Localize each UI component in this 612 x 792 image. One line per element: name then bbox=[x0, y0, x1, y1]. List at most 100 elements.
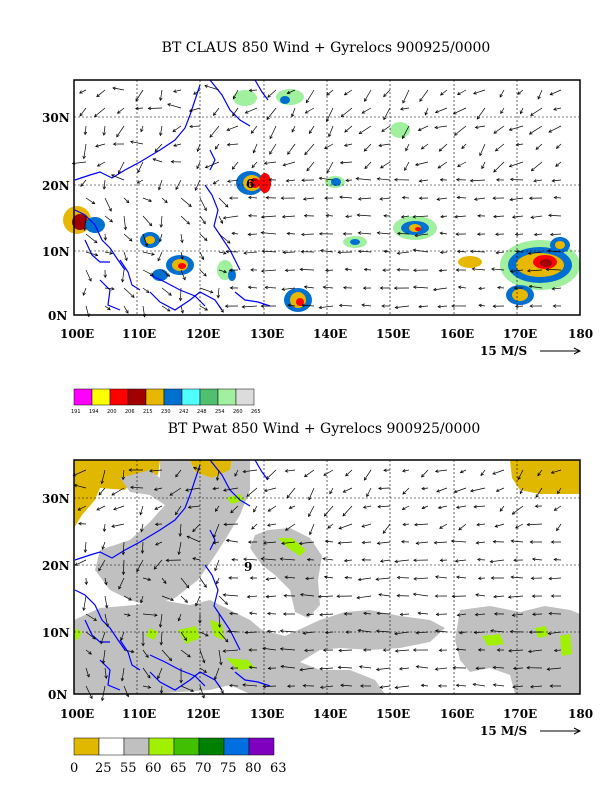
wind-vector-head bbox=[509, 197, 513, 202]
wind-vector bbox=[472, 268, 486, 271]
wind-vector bbox=[549, 577, 562, 580]
wind-vector-head bbox=[492, 196, 496, 200]
wind-vector-head bbox=[356, 213, 361, 217]
wind-vector-head bbox=[412, 215, 416, 219]
wind-vector bbox=[547, 667, 562, 670]
wind-vector-head bbox=[228, 683, 233, 688]
wind-vector bbox=[218, 215, 223, 224]
wind-vector bbox=[490, 559, 505, 563]
wind-vector bbox=[401, 215, 410, 218]
wind-vector-head bbox=[82, 155, 86, 160]
wind-vector bbox=[218, 631, 229, 643]
wind-vector-head bbox=[450, 539, 455, 543]
wind-vector bbox=[361, 107, 372, 114]
wind-vector bbox=[104, 595, 108, 608]
colorbar-swatch bbox=[98, 737, 125, 756]
wind-vector-head bbox=[250, 130, 255, 134]
wind-vector-head bbox=[415, 541, 420, 545]
colorbar-label: 194 bbox=[89, 409, 99, 415]
wind-vector-head bbox=[246, 493, 251, 497]
wind-vector-head bbox=[509, 269, 514, 273]
wind-vector-head bbox=[550, 594, 555, 598]
wind-vector bbox=[303, 197, 315, 200]
wind-vector bbox=[123, 613, 131, 616]
wind-vector-head bbox=[480, 472, 484, 477]
colorbar-label: 55 bbox=[120, 761, 137, 776]
wind-vector bbox=[180, 233, 183, 243]
wind-vector-head bbox=[470, 488, 474, 493]
wind-vector bbox=[142, 269, 154, 276]
wind-vector-head bbox=[163, 580, 167, 585]
wind-vector bbox=[85, 613, 97, 621]
wind-vector-head bbox=[159, 224, 163, 228]
wind-vector-head bbox=[100, 640, 104, 645]
wind-vector bbox=[377, 541, 391, 544]
wind-vector bbox=[180, 305, 184, 314]
wind-vector bbox=[340, 161, 353, 164]
top-lon-label: 140E bbox=[313, 327, 347, 341]
wind-vector bbox=[345, 179, 353, 181]
wind-vector bbox=[218, 305, 224, 313]
wind-vector bbox=[230, 505, 239, 513]
wind-vector-head bbox=[101, 660, 106, 665]
wind-vector bbox=[142, 667, 151, 679]
wind-vector-head bbox=[204, 165, 209, 169]
wind-vector bbox=[509, 161, 524, 167]
wind-vector bbox=[266, 107, 277, 120]
wind-vector-head bbox=[396, 593, 400, 598]
wind-vector-head bbox=[532, 612, 536, 616]
wind-vector bbox=[142, 215, 153, 226]
wind-vector-head bbox=[376, 541, 381, 545]
wind-vector-head bbox=[338, 303, 343, 308]
wind-vector-head bbox=[495, 250, 500, 255]
wind-vector bbox=[300, 594, 315, 597]
wind-vector bbox=[364, 269, 372, 271]
wind-vector bbox=[96, 505, 106, 511]
wind-vector-head bbox=[492, 539, 497, 544]
wind-vector bbox=[306, 613, 315, 616]
wind-vector bbox=[413, 249, 429, 253]
wind-vector-head bbox=[339, 160, 344, 165]
wind-vector-head bbox=[526, 269, 531, 273]
wind-vector bbox=[527, 523, 543, 526]
wind-vector-head bbox=[492, 683, 497, 687]
wind-vector-head bbox=[453, 132, 458, 136]
wind-vector bbox=[218, 233, 231, 244]
wind-vector-head bbox=[458, 527, 462, 531]
wind-vector bbox=[103, 179, 106, 190]
wind-vector bbox=[439, 269, 448, 272]
wind-vector bbox=[248, 286, 258, 289]
wind-vector-head bbox=[343, 612, 348, 616]
wind-vector-head bbox=[152, 158, 157, 162]
wind-vector-head bbox=[185, 488, 189, 492]
wind-vector bbox=[304, 143, 315, 155]
wind-vector bbox=[142, 613, 158, 616]
bottom-coastlines bbox=[74, 459, 271, 691]
wind-vector bbox=[345, 215, 353, 218]
bottom-wind-arrows bbox=[72, 466, 562, 702]
wind-vector-head bbox=[130, 485, 134, 490]
wind-vector-head bbox=[103, 237, 108, 241]
wind-vector bbox=[249, 89, 258, 91]
wind-vector bbox=[142, 251, 155, 255]
wind-vector-head bbox=[345, 214, 349, 219]
wind-vector-head bbox=[230, 509, 234, 514]
wind-vector-head bbox=[478, 286, 482, 291]
wind-vector-head bbox=[382, 648, 387, 652]
wind-vector bbox=[356, 178, 372, 181]
wind-vector-head bbox=[303, 213, 308, 218]
wind-vector bbox=[213, 541, 220, 544]
wind-vector bbox=[397, 251, 410, 254]
wind-vector bbox=[192, 557, 201, 561]
wind-vector bbox=[319, 667, 334, 670]
wind-vector bbox=[122, 269, 125, 282]
wind-vector bbox=[300, 268, 315, 271]
wind-vector-head bbox=[226, 127, 231, 131]
wind-vector-head bbox=[212, 486, 216, 491]
wind-vector-head bbox=[357, 577, 362, 582]
wind-vector-head bbox=[375, 577, 379, 581]
cloud-shading bbox=[280, 96, 290, 104]
wind-vector bbox=[180, 251, 184, 260]
wind-vector bbox=[395, 649, 410, 652]
wind-vector-head bbox=[224, 601, 229, 605]
